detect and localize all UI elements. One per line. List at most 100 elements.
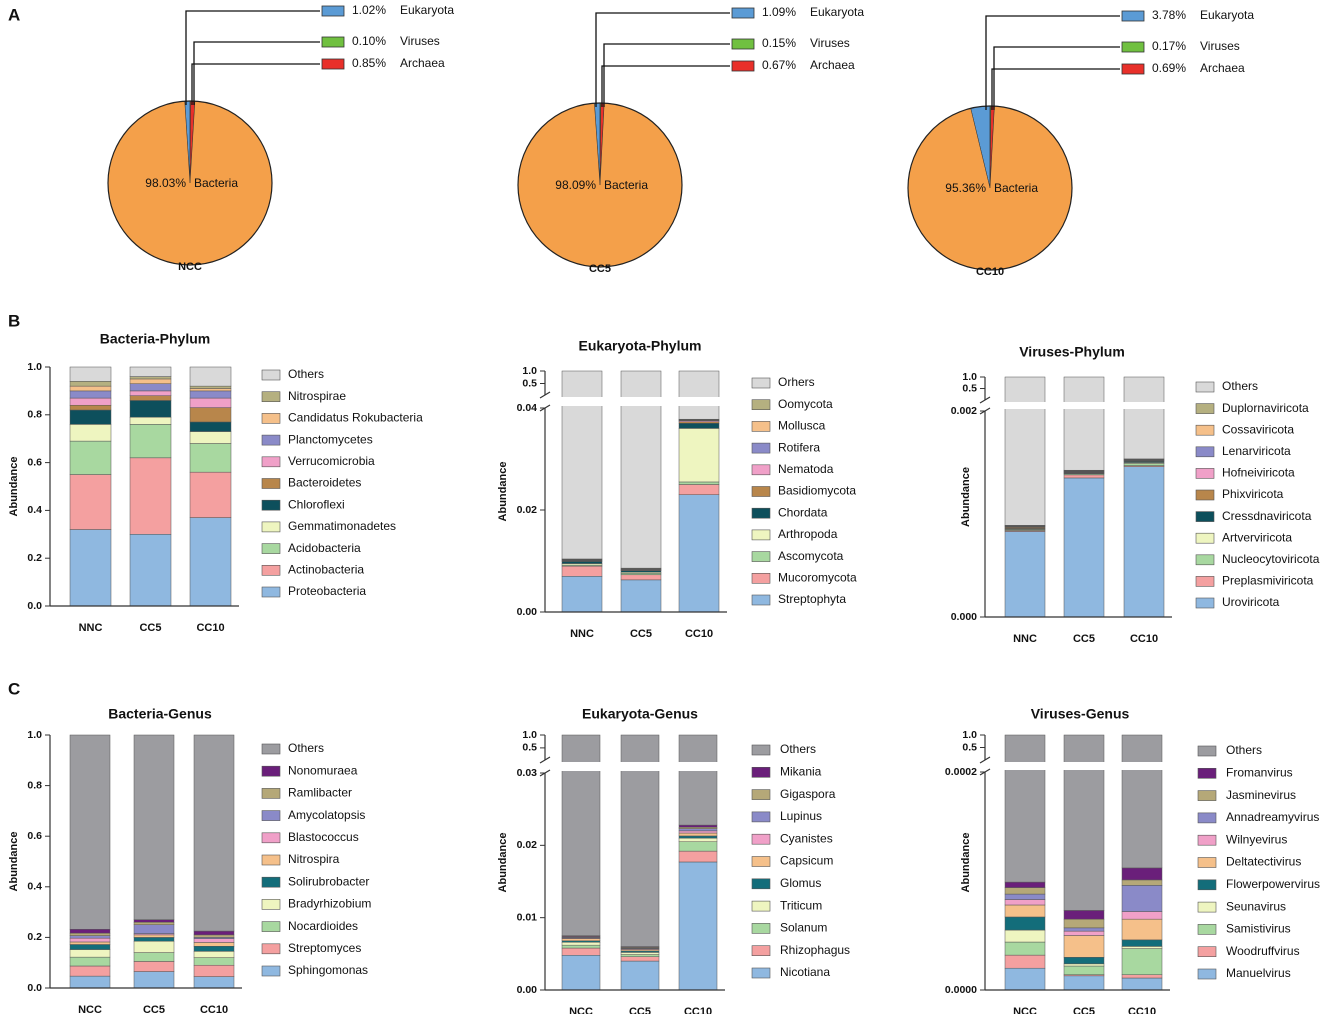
legend-label: Seunavirus <box>1226 899 1286 913</box>
bar-segment <box>1121 977 1163 991</box>
legend-label: Gigaspora <box>780 787 836 801</box>
legend-swatch <box>751 856 771 867</box>
x-tick-label: CC10 <box>196 622 224 634</box>
legend-swatch <box>751 766 771 778</box>
bar-segment <box>678 828 718 832</box>
bar-segment <box>561 944 601 949</box>
y-tick-label: 1.0 <box>27 729 42 741</box>
pie-outline <box>907 105 1073 271</box>
legend-swatch <box>261 521 281 533</box>
leader-line <box>595 12 730 107</box>
panel-label: A <box>8 5 20 24</box>
legend-label: Mucoromycota <box>778 570 857 584</box>
legend-label: Others <box>288 367 324 381</box>
bar-segment <box>1063 965 1105 975</box>
bar-segment <box>561 955 601 991</box>
bar-segment <box>129 534 172 607</box>
bar-segment <box>189 390 232 399</box>
legend-label: Triticum <box>780 898 822 912</box>
x-tick-label: CC5 <box>1073 1006 1095 1014</box>
bar-segment <box>620 952 660 955</box>
bar-segment <box>1004 887 1046 895</box>
legend-swatch <box>261 765 281 777</box>
bar-segment <box>678 484 720 495</box>
y-tick-label: 0.2 <box>27 552 42 564</box>
legend-label: Artverviricota <box>1222 530 1292 544</box>
y-tick-label: 0.0000 <box>945 984 977 996</box>
legend-label: Others <box>780 742 816 756</box>
bar-segment <box>193 934 235 938</box>
axis-break <box>986 402 1173 409</box>
leader-line <box>985 15 1120 110</box>
bar-segment <box>69 944 111 950</box>
bar-segment <box>1063 376 1105 471</box>
bar-segment <box>193 964 235 977</box>
y-axis-label: Abundance <box>497 833 509 893</box>
legend-label: Mikania <box>780 764 822 778</box>
legend-swatch <box>261 854 281 866</box>
legend-swatch <box>321 5 345 17</box>
legend-swatch <box>731 7 755 19</box>
value-label: 1.09% <box>762 5 796 19</box>
legend-swatch <box>1197 857 1217 868</box>
bar-segment <box>1121 918 1163 941</box>
y-tick-label: 0.8 <box>27 779 42 791</box>
bar-segment <box>129 424 172 459</box>
value-label: 3.78% <box>1152 8 1186 22</box>
legend-label: Uroviricota <box>1222 595 1280 609</box>
bar-segment <box>561 576 603 613</box>
legend-label: Verrucomicrobia <box>288 454 375 468</box>
legend-swatch <box>261 434 281 446</box>
value-label: 0.67% <box>762 58 796 72</box>
legend-swatch <box>1197 924 1217 935</box>
bar-segment <box>1004 929 1046 943</box>
legend-swatch <box>261 456 281 468</box>
legend-label: Cyanistes <box>780 831 833 845</box>
legend-swatch <box>751 572 771 584</box>
bar-segment <box>1004 941 1046 956</box>
legend-swatch <box>751 529 771 541</box>
y-tick-label: 0.002 <box>951 405 977 417</box>
bar-segment <box>129 416 172 425</box>
bar-segment <box>133 937 175 942</box>
bar-segment <box>129 378 172 384</box>
legend-label: Samistivirus <box>1226 922 1291 936</box>
y-axis-label: Abundance <box>8 457 20 517</box>
bar-segment <box>1004 904 1046 918</box>
bar-segment <box>129 400 172 418</box>
value-label: 0.15% <box>762 36 796 50</box>
legend-swatch <box>261 413 281 424</box>
x-tick-label: CC5 <box>143 1004 165 1014</box>
legend-swatch <box>1195 424 1215 436</box>
legend-label: Lupinus <box>780 809 822 823</box>
bar-segment <box>1063 474 1105 479</box>
legend-label: Candidatus Rokubacteria <box>288 411 423 425</box>
y-tick-label: 0.0 <box>27 982 42 994</box>
bar-segment <box>129 390 172 396</box>
bar-segment <box>1121 885 1163 912</box>
y-tick-label: 0.2 <box>27 931 42 943</box>
legend-label: Archaea <box>1200 61 1245 75</box>
bar-segment <box>678 861 718 991</box>
legend-label: Preplasmiviricota <box>1222 574 1314 588</box>
bar-segment <box>561 561 603 564</box>
y-tick-label: 0.4 <box>27 504 42 516</box>
bar-segment <box>678 832 718 837</box>
legend-swatch <box>751 967 771 979</box>
legend-label: Archaea <box>810 58 855 72</box>
bar-segment <box>1123 463 1165 466</box>
bar-segment <box>1063 963 1105 967</box>
legend-label: Rhizophagus <box>780 943 850 957</box>
legend-label: Chordata <box>778 505 828 519</box>
bar-segment <box>620 574 662 581</box>
bar-segment <box>133 924 175 934</box>
legend-swatch <box>731 60 755 72</box>
legend-swatch <box>261 921 281 932</box>
legend-swatch <box>751 811 771 823</box>
x-tick-label: CC5 <box>139 622 161 634</box>
y-tick-label: 1.0 <box>27 361 42 373</box>
leader-line <box>991 68 1120 110</box>
legend-swatch <box>751 507 771 519</box>
bar-segment <box>620 960 660 991</box>
bar-segment <box>193 938 235 943</box>
